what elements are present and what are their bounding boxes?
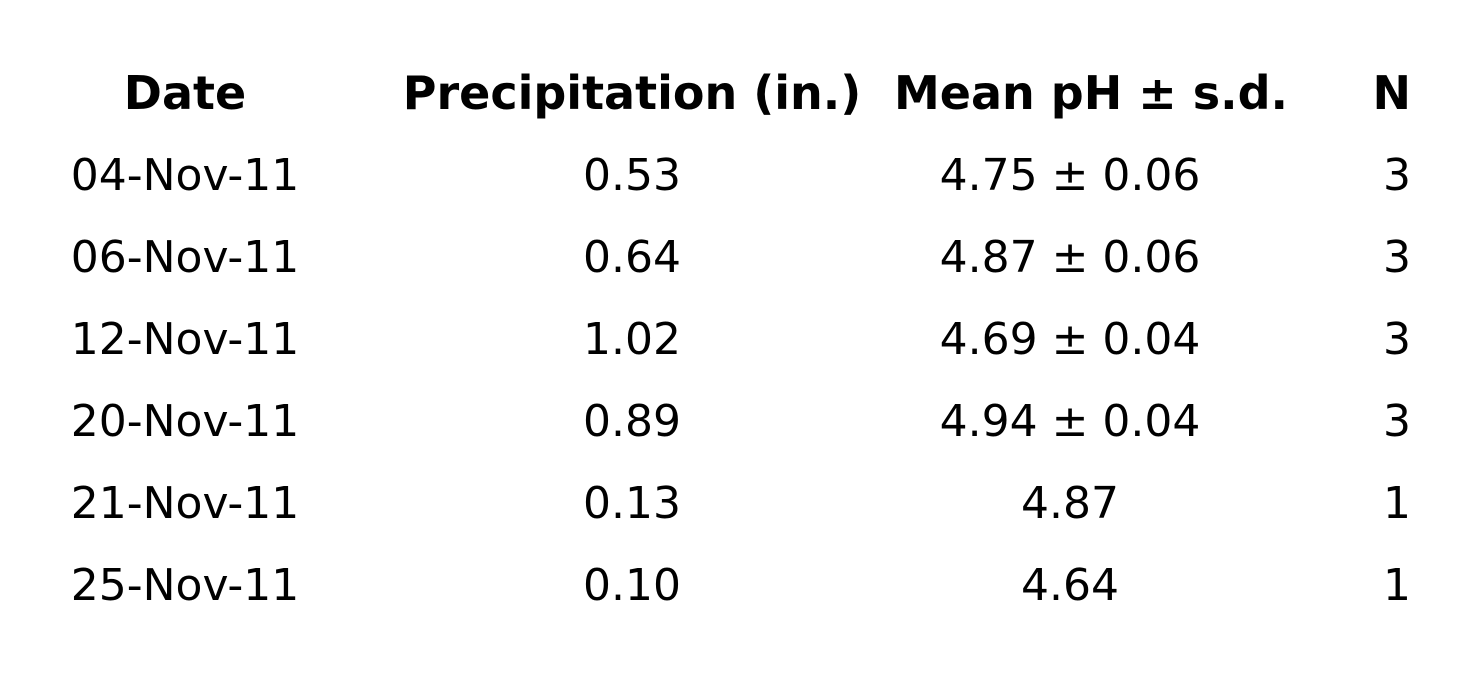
cell-n: 1	[1383, 559, 1411, 611]
cell-n: 3	[1383, 313, 1411, 365]
cell-date: 06-Nov-11	[70, 231, 300, 283]
cell-n: 3	[1383, 149, 1411, 201]
cell-mean-ph: 4.64	[1021, 559, 1119, 611]
table-row: 12-Nov-11 1.02 4.69 ± 0.04 3	[0, 298, 1479, 380]
cell-date: 20-Nov-11	[70, 395, 300, 447]
cell-precipitation: 0.53	[583, 149, 681, 201]
cell-mean-ph: 4.69 ± 0.04	[939, 313, 1201, 365]
cell-mean-ph: 4.94 ± 0.04	[939, 395, 1201, 447]
column-header-precipitation: Precipitation (in.)	[402, 66, 862, 120]
table-row: 06-Nov-11 0.64 4.87 ± 0.06 3	[0, 216, 1479, 298]
cell-mean-ph: 4.87	[1021, 477, 1119, 529]
cell-date: 12-Nov-11	[70, 313, 300, 365]
cell-precipitation: 0.64	[583, 231, 681, 283]
cell-n: 1	[1383, 477, 1411, 529]
table-row: 25-Nov-11 0.10 4.64 1	[0, 544, 1479, 626]
cell-precipitation: 0.89	[583, 395, 681, 447]
cell-date: 04-Nov-11	[70, 149, 300, 201]
cell-mean-ph: 4.87 ± 0.06	[939, 231, 1201, 283]
table-header-row: Date Precipitation (in.) Mean pH ± s.d. …	[0, 52, 1479, 134]
cell-precipitation: 1.02	[583, 313, 681, 365]
table-row: 04-Nov-11 0.53 4.75 ± 0.06 3	[0, 134, 1479, 216]
precipitation-ph-table: Date Precipitation (in.) Mean pH ± s.d. …	[0, 52, 1479, 626]
cell-date: 21-Nov-11	[70, 477, 300, 529]
cell-mean-ph: 4.75 ± 0.06	[939, 149, 1201, 201]
table-row: 21-Nov-11 0.13 4.87 1	[0, 462, 1479, 544]
cell-n: 3	[1383, 395, 1411, 447]
cell-precipitation: 0.13	[583, 477, 681, 529]
column-header-mean-ph: Mean pH ± s.d.	[894, 66, 1289, 120]
cell-n: 3	[1383, 231, 1411, 283]
cell-date: 25-Nov-11	[70, 559, 300, 611]
column-header-date: Date	[123, 66, 247, 120]
column-header-n: N	[1372, 66, 1412, 120]
table-row: 20-Nov-11 0.89 4.94 ± 0.04 3	[0, 380, 1479, 462]
cell-precipitation: 0.10	[583, 559, 681, 611]
